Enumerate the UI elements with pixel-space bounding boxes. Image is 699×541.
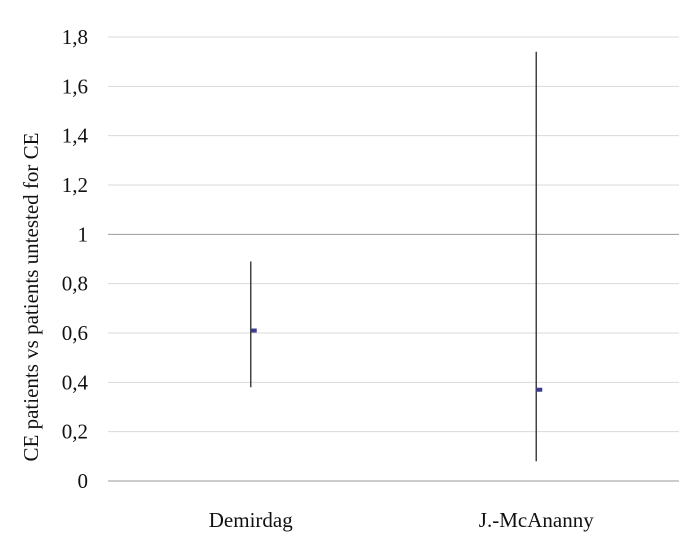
y-tick-label: 0,4 bbox=[62, 370, 89, 394]
y-tick-label: 1,6 bbox=[62, 74, 88, 98]
y-tick-label: 1,4 bbox=[62, 124, 89, 148]
y-tick-label: 1,8 bbox=[62, 25, 88, 49]
x-axis-category-labels: Demirdag J.-McAnanny bbox=[209, 508, 594, 532]
x-category-label: Demirdag bbox=[209, 508, 293, 532]
y-tick-label: 1 bbox=[78, 222, 89, 246]
y-axis-title: CE patients vs patients untested for CE bbox=[19, 133, 43, 462]
point-estimate-marker bbox=[250, 328, 257, 333]
point-estimate-marker bbox=[536, 387, 543, 392]
x-category-label: J.-McAnanny bbox=[479, 508, 594, 532]
data-points bbox=[250, 328, 543, 392]
error-bars bbox=[250, 51, 537, 462]
y-tick-label: 0,2 bbox=[62, 420, 88, 444]
grid-lines bbox=[108, 36, 679, 482]
y-tick-label: 1,2 bbox=[62, 173, 88, 197]
y-tick-label: 0,8 bbox=[62, 272, 88, 296]
y-tick-label: 0 bbox=[78, 469, 89, 493]
y-tick-label: 0,6 bbox=[62, 321, 88, 345]
y-axis-tick-labels: 0 0,2 0,4 0,6 0,8 1 1,2 1,4 1,6 1,8 bbox=[62, 25, 89, 493]
